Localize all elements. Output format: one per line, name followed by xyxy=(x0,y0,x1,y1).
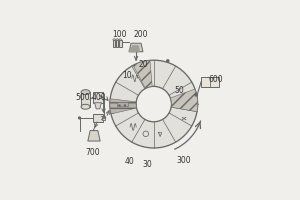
Ellipse shape xyxy=(81,104,90,109)
Text: 100: 100 xyxy=(112,30,126,39)
Text: 30: 30 xyxy=(142,160,152,169)
Text: 40: 40 xyxy=(125,157,135,166)
Polygon shape xyxy=(170,89,198,112)
Circle shape xyxy=(79,117,80,119)
Ellipse shape xyxy=(119,39,122,41)
Circle shape xyxy=(135,48,137,50)
Circle shape xyxy=(133,50,135,52)
Polygon shape xyxy=(110,60,198,148)
Text: 600: 600 xyxy=(208,75,223,84)
Text: 700: 700 xyxy=(85,148,100,157)
Circle shape xyxy=(137,48,139,50)
Ellipse shape xyxy=(113,39,116,41)
Circle shape xyxy=(133,48,135,50)
Text: 300: 300 xyxy=(176,156,191,165)
FancyBboxPatch shape xyxy=(201,77,219,87)
Circle shape xyxy=(131,50,133,52)
Circle shape xyxy=(137,50,139,52)
Circle shape xyxy=(135,50,137,52)
Text: 50: 50 xyxy=(174,86,184,95)
FancyBboxPatch shape xyxy=(81,92,90,107)
Polygon shape xyxy=(129,43,143,52)
Polygon shape xyxy=(133,60,152,88)
Text: 10: 10 xyxy=(122,71,132,80)
Circle shape xyxy=(131,48,133,50)
Text: 400: 400 xyxy=(92,93,106,102)
Polygon shape xyxy=(117,102,128,106)
Polygon shape xyxy=(88,131,100,141)
Circle shape xyxy=(195,94,197,96)
FancyBboxPatch shape xyxy=(119,40,122,47)
Circle shape xyxy=(133,46,134,48)
FancyBboxPatch shape xyxy=(113,40,116,47)
Text: 500: 500 xyxy=(76,93,90,102)
FancyBboxPatch shape xyxy=(93,114,103,122)
FancyBboxPatch shape xyxy=(102,116,105,120)
Polygon shape xyxy=(110,99,136,114)
Circle shape xyxy=(129,50,131,52)
Circle shape xyxy=(167,60,169,62)
Circle shape xyxy=(134,46,136,48)
FancyBboxPatch shape xyxy=(93,92,103,103)
Ellipse shape xyxy=(116,39,119,41)
Text: 20: 20 xyxy=(139,60,148,69)
Text: 200: 200 xyxy=(134,30,148,39)
Circle shape xyxy=(136,46,139,48)
Ellipse shape xyxy=(81,90,90,95)
FancyBboxPatch shape xyxy=(116,40,119,47)
Polygon shape xyxy=(94,103,101,109)
Polygon shape xyxy=(171,93,198,112)
